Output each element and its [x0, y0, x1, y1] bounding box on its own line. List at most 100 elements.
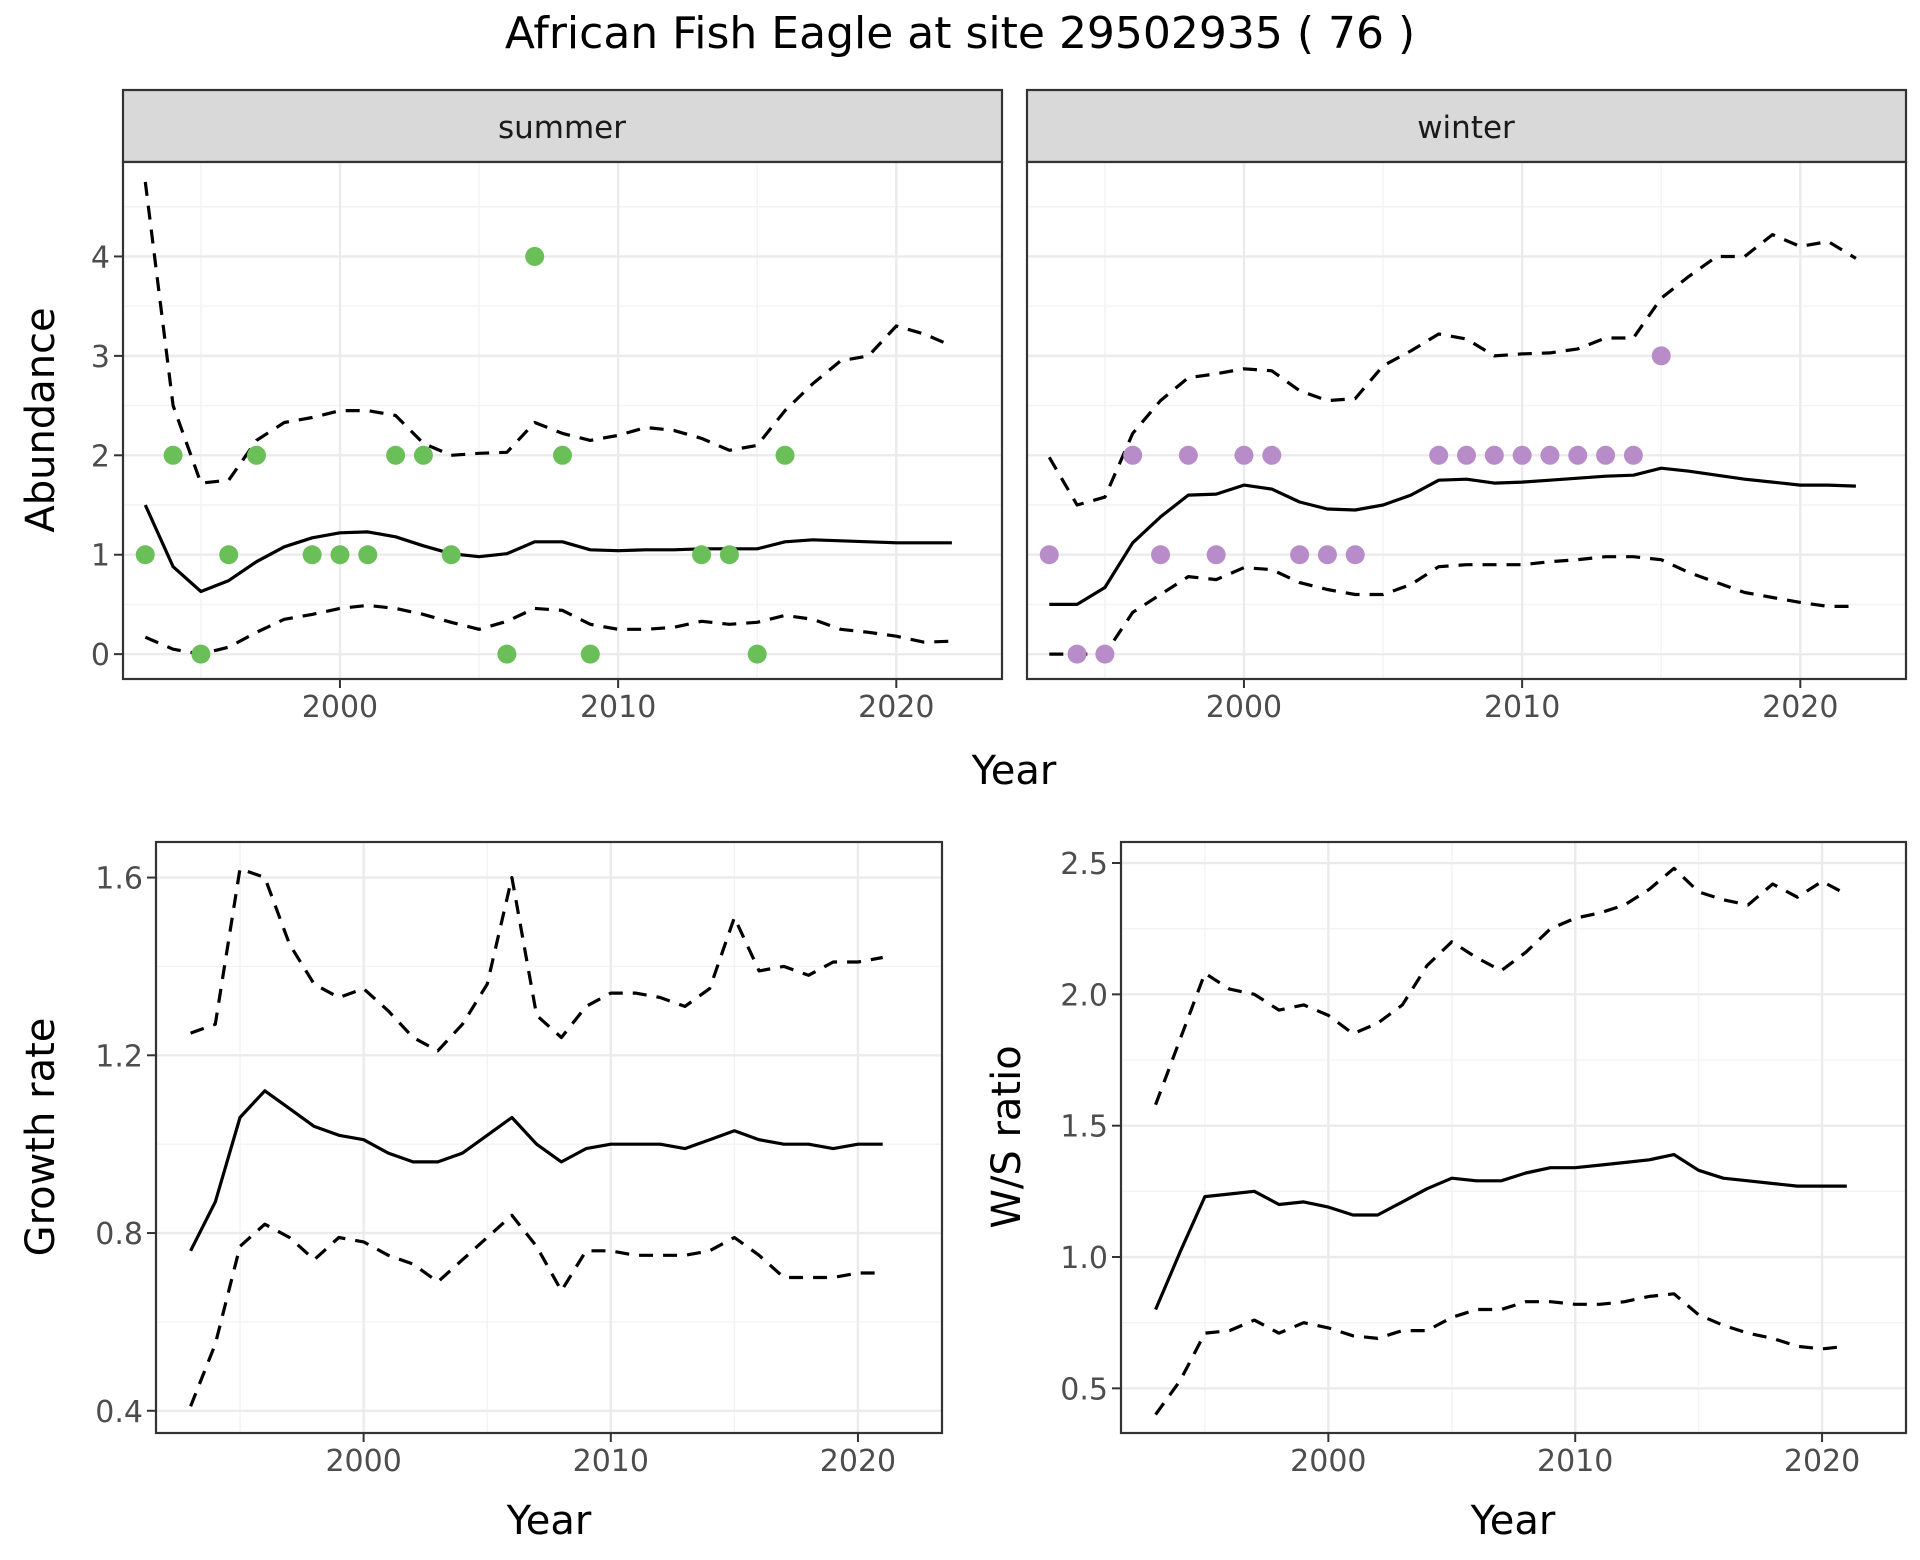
- observation-point: [247, 445, 267, 465]
- ws-ratio-x-axis: 2000 2010 2020: [1290, 1433, 1860, 1479]
- growth-rate-grid: [156, 842, 942, 1433]
- x-tick-label: 2020: [858, 690, 934, 725]
- upper-bound-line: [143, 181, 953, 485]
- y-tick-label: 1: [91, 539, 110, 574]
- observation-point: [692, 545, 712, 565]
- y-tick-label: 0.4: [95, 1395, 143, 1430]
- observation-point: [1317, 545, 1337, 565]
- growth-rate-panel: 0.4 0.8 1.2 1.6 2000 2010 2020 Growth rate Ye…: [18, 840, 944, 1544]
- observation-point: [497, 644, 517, 664]
- ws-ratio-y-axis: 0.5 1.0 1.5 2.0 2.5: [1060, 847, 1121, 1407]
- lower-bound-line: [1154, 1292, 1847, 1416]
- observation-point: [1345, 545, 1365, 565]
- lower-bound-line: [1049, 555, 1856, 656]
- lower-bound-line: [144, 603, 952, 656]
- observation-point: [1540, 445, 1560, 465]
- summer-points: [135, 246, 795, 664]
- observation-point: [1596, 445, 1616, 465]
- y-tick-label: 0.8: [95, 1217, 143, 1252]
- summer-lines: [143, 181, 953, 656]
- upper-bound-line: [190, 867, 883, 1053]
- summer-x-axis: 2000 2010 2020: [302, 679, 934, 725]
- upper-bound-line: [1154, 866, 1848, 1106]
- y-tick-label: 1.6: [95, 862, 143, 897]
- winter-panel-border: [1025, 160, 1908, 681]
- x-tick-label: 2020: [1762, 690, 1838, 725]
- x-tick-label: 2000: [1290, 1444, 1366, 1479]
- y-tick-label: 1.5: [1060, 1110, 1108, 1145]
- observation-point: [1568, 445, 1588, 465]
- observation-point: [1067, 644, 1087, 664]
- observation-point: [413, 445, 433, 465]
- observation-point: [135, 545, 155, 565]
- y-tick-label: 1.2: [95, 1039, 143, 1074]
- observation-point: [1429, 445, 1449, 465]
- summer-strip: [121, 88, 1004, 164]
- observation-point: [386, 445, 406, 465]
- y-tick-label: 0: [91, 638, 110, 673]
- mean-line: [1049, 466, 1856, 607]
- growth-rate-y-axis: 0.4 0.8 1.2 1.6: [95, 862, 156, 1430]
- lower-bound-line: [189, 1213, 883, 1407]
- summer-panel-border: [121, 160, 1004, 681]
- ws-ratio-panel: 0.5 1.0 1.5 2.0 2.5 2000 2010 2020 W/S ratio Y…: [984, 840, 1908, 1544]
- summer-strip-label: summer: [498, 110, 626, 146]
- y-tick-label: 2.5: [1060, 847, 1108, 882]
- observation-point: [1095, 644, 1115, 664]
- observation-point: [1512, 445, 1532, 465]
- observation-point: [553, 445, 572, 465]
- winter-x-axis: 2000 2010 2020: [1206, 679, 1838, 725]
- observation-point: [330, 545, 350, 565]
- growth-rate-y-axis-title: Growth rate: [18, 1018, 64, 1257]
- observation-point: [719, 545, 739, 565]
- observation-point: [1651, 346, 1671, 366]
- observation-point: [163, 445, 183, 465]
- mean-line: [189, 1089, 883, 1252]
- y-tick-label: 0.5: [1060, 1372, 1108, 1407]
- observation-point: [580, 644, 600, 664]
- x-tick-label: 2010: [573, 1444, 649, 1479]
- observation-point: [1123, 445, 1143, 465]
- observation-point: [1039, 545, 1059, 565]
- observation-point: [358, 545, 378, 565]
- abundance-y-axis-title: Abundance: [18, 307, 64, 532]
- observation-point: [191, 644, 211, 664]
- observation-point: [1623, 445, 1643, 465]
- observation-point: [1262, 445, 1282, 465]
- observation-point: [1457, 445, 1476, 465]
- observation-point: [1178, 445, 1198, 465]
- y-tick-label: 3: [91, 340, 110, 375]
- ws-ratio-panel-border: [1119, 840, 1908, 1435]
- x-tick-label: 2020: [1784, 1444, 1860, 1479]
- x-tick-label: 2000: [1206, 690, 1282, 725]
- summer-y-axis: 0 1 2 3 4: [91, 240, 123, 673]
- x-tick-label: 2020: [820, 1444, 896, 1479]
- winter-strip-label: winter: [1417, 110, 1515, 146]
- ws-ratio-x-axis-title: Year: [1470, 1498, 1556, 1544]
- observation-point: [775, 445, 795, 465]
- y-tick-label: 2: [91, 439, 110, 474]
- abundance-x-axis-title: Year: [971, 748, 1057, 794]
- growth-rate-x-axis: 2000 2010 2020: [325, 1433, 896, 1479]
- x-tick-label: 2000: [302, 690, 378, 725]
- observation-point: [1206, 545, 1226, 565]
- figure-title: African Fish Eagle at site 29502935 ( 76…: [505, 8, 1415, 59]
- x-tick-label: 2010: [580, 690, 656, 725]
- observation-point: [1234, 445, 1254, 465]
- winter-lines: [1047, 233, 1857, 656]
- winter-abundance-panel: winter 2000 2010 2020: [1025, 88, 1908, 725]
- growth-rate-panel-border: [154, 840, 944, 1435]
- upper-bound-line: [1047, 233, 1857, 507]
- summer-abundance-panel: summer 0 1 2 3 4 2000 2010 2020: [91, 88, 1004, 725]
- ws-ratio-lines: [1154, 866, 1848, 1416]
- y-tick-label: 1.0: [1060, 1241, 1108, 1276]
- observation-point: [441, 545, 461, 565]
- observation-point: [1151, 545, 1171, 565]
- winter-points: [1039, 346, 1671, 664]
- observation-point: [219, 545, 239, 565]
- x-tick-label: 2010: [1484, 690, 1560, 725]
- growth-rate-x-axis-title: Year: [506, 1498, 592, 1544]
- observation-point: [525, 246, 545, 266]
- observation-point: [1484, 445, 1504, 465]
